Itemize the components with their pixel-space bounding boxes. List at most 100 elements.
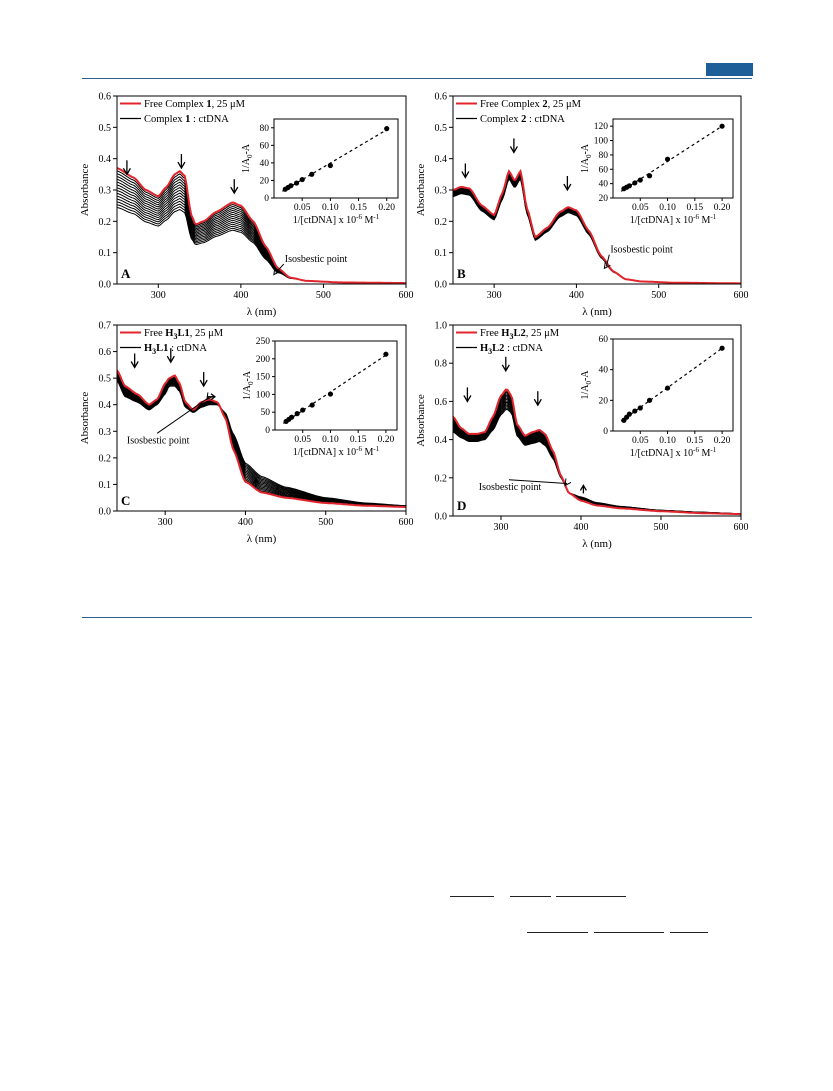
spectra-group: [117, 369, 406, 508]
legend-text: H: [480, 343, 488, 354]
inset-y-tick-label: 20: [599, 194, 609, 204]
annotation-arrowhead: [206, 392, 214, 401]
spectra-group: [117, 167, 406, 284]
x-axis-label: λ (nm): [582, 306, 612, 318]
inset-data-point: [626, 183, 632, 189]
panel-letter: A: [121, 266, 131, 281]
arrow-mark: [463, 387, 472, 403]
inset-x-tick-label: 0.15: [687, 203, 704, 213]
legend-text: L1: [177, 328, 189, 339]
y-tick-label: 0.2: [99, 217, 112, 228]
inset-plot: 0.05 0.10 0.15 0.20 0 20 40 60 1/[ctDNA] x 10-6 …: [580, 335, 734, 459]
x-axis-label: λ (nm): [247, 533, 277, 545]
legend-text: 2: [542, 99, 547, 110]
fraction-bar: [510, 896, 551, 897]
legend-text: , 25 μM: [190, 328, 224, 339]
inset-y-tick-label: 0: [603, 427, 608, 437]
inset-data-point: [664, 156, 671, 162]
panel-letter: B: [457, 266, 466, 281]
y-tick-label: 0.4: [99, 154, 112, 165]
complex-dna-spectrum: [117, 184, 406, 284]
annotation-arrowhead: [273, 267, 281, 276]
chart-panel-b: 300 400 500 600 0.0 0.1 0.2 0.3 0.4 0.5 0.6 λ (nm) A…: [415, 92, 749, 319]
arrow-head: [463, 395, 472, 403]
inset-x-axis-label: 1/[ctDNA] x 10-6 M-1: [630, 446, 717, 459]
inset-y-tick-label: 80: [599, 151, 609, 161]
legend-text: : ctDNA: [168, 343, 207, 354]
y-tick-label: 0.1: [99, 248, 112, 259]
x-tick-label: 600: [734, 522, 749, 533]
arrow-mark: [563, 176, 572, 192]
inset-data-point: [293, 180, 300, 186]
legend-entry: H3L1 : ctDNA: [144, 343, 207, 356]
inset-data-point: [646, 397, 653, 403]
y-tick-label: 0.5: [99, 374, 112, 385]
legend-text: : ctDNA: [190, 114, 229, 125]
inset-y-tick-label: 20: [599, 396, 609, 406]
y-tick-label: 0.4: [435, 154, 448, 165]
inset-y-axis-label: 1/A0-A: [242, 370, 255, 400]
legend-text: , 25 μM: [548, 99, 582, 110]
inset-x-tick-label: 0.05: [294, 203, 311, 213]
inset-y-tick-label: 80: [260, 124, 270, 134]
legend-text: Complex: [144, 114, 185, 125]
arrow-mark: [579, 484, 587, 494]
arrow-head: [579, 484, 587, 491]
y-tick-label: 0.0: [99, 507, 112, 518]
inset-y-axis-label: 1/A0-A: [241, 143, 254, 173]
fraction-bar: [594, 932, 664, 933]
legend-text: 3: [173, 332, 177, 341]
inset-x-tick-label: 0.10: [659, 203, 676, 213]
inset-x-tick-label: 0.20: [714, 203, 731, 213]
x-tick-label: 300: [487, 290, 502, 301]
inset-data-point: [327, 162, 333, 169]
arrow-head: [252, 477, 260, 485]
spectra-group: [453, 168, 741, 284]
arrow-head: [130, 361, 139, 369]
plot-frame: [452, 324, 742, 517]
inset-y-tick-label: 120: [594, 122, 609, 132]
inset-y-tick-label: 40: [599, 366, 609, 376]
inset-data-point: [637, 177, 643, 183]
x-axis-label: λ (nm): [247, 306, 277, 318]
arrow-mark: [230, 179, 239, 195]
spectra-group: [453, 388, 741, 516]
x-tick-label: 600: [734, 290, 749, 301]
legend-entry: Complex 1 : ctDNA: [144, 114, 229, 125]
inset-plot: 0.05 0.10 0.15 0.20 20 40 60 80 100 120 1/[ctDNA] …: [580, 118, 734, 226]
inset-data-point: [719, 123, 725, 129]
inset-x-axis-label: 1/[ctDNA] x 10-6 M-1: [293, 445, 380, 458]
inset-y-tick-label: 100: [594, 137, 609, 147]
annotation-leader: [605, 254, 610, 267]
annotation-leader: [275, 263, 285, 273]
inset-plot: 0.05 0.10 0.15 0.20 0 20 40 60 80 1/[ctDNA] x 10-…: [241, 118, 399, 226]
inset-y-tick-label: 60: [260, 141, 270, 151]
inset-x-tick-label: 0.15: [350, 203, 367, 213]
y-tick-label: 0.2: [435, 217, 448, 228]
legend-entry: Free Complex 2, 25 μM: [480, 99, 582, 110]
inset-data-point: [719, 345, 725, 351]
arrow-mark: [252, 477, 260, 488]
annotation-arrowhead: [603, 261, 611, 270]
arrow-mark: [130, 353, 139, 369]
legend-text: , 25 μM: [526, 328, 560, 339]
y-tick-label: 0.1: [435, 248, 448, 259]
inset-x-tick-label: 0.05: [294, 435, 311, 445]
y-tick-label: 0.6: [435, 92, 448, 103]
legend-entry: H3L2 : ctDNA: [480, 343, 543, 356]
y-tick-label: 0.3: [435, 186, 448, 197]
inset-y-tick-label: 250: [256, 337, 271, 347]
y-tick-label: 0.7: [99, 321, 112, 332]
arrow-head: [199, 379, 208, 388]
y-tick-label: 0.1: [99, 480, 112, 491]
inset-fit-line: [282, 129, 388, 192]
isosbestic-label: Isosbestic point: [479, 482, 542, 493]
inset-x-tick-label: 0.20: [378, 203, 395, 213]
legend-text: 3: [488, 347, 492, 356]
inset-frame: [612, 338, 734, 432]
arrow-head: [230, 186, 239, 195]
figure-bottom-rule: [82, 617, 752, 618]
